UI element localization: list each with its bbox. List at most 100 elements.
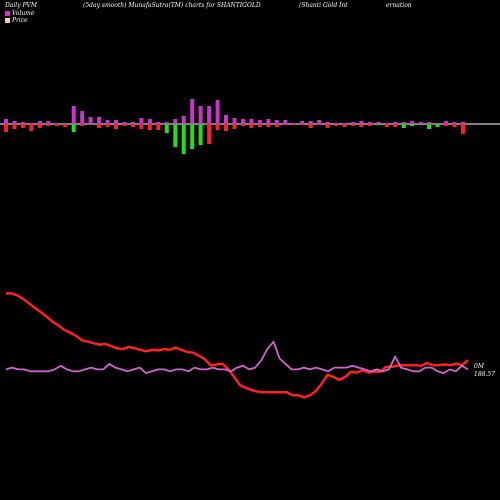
volume-bar-up [401,122,406,124]
volume-bar-up [232,118,237,124]
volume-bar-up [139,118,144,124]
volume-bar-up [300,121,305,124]
volume-bar-up [376,122,381,124]
volume-bar-down [351,124,355,126]
legend-label-price: Price [12,17,28,24]
volume-bar-down [266,124,271,127]
volume-bar-down [376,124,381,125]
volume-bar-up [241,119,245,124]
price-last-label: 188.57 [474,371,495,378]
volume-bar-down [71,124,76,132]
volume-bar-down [393,124,398,127]
volume-bar-down [418,124,423,125]
volume-bar-up [266,119,271,124]
volume-bar-up [37,121,42,124]
volume-bar-down [401,124,406,128]
volume-bar-down [147,124,152,130]
volume-bar-down [105,124,110,127]
volume-bar-down [215,124,220,130]
volume-bar-up [334,123,339,124]
volume-bar-up [105,120,110,124]
volume-bar-down [367,124,372,126]
volume-bar-up [207,106,212,124]
volume-bar-up [274,120,279,124]
volume-bar-up [367,122,372,124]
volume-bar-down [461,124,465,134]
volume-bar-down [63,124,68,127]
volume-bar-down [359,124,364,127]
volume-bar-up [215,100,220,124]
volume-bar-up [4,119,8,124]
chart-header-middle: (5day smooth) MunafaSutra(TM) charts for… [83,2,261,9]
volume-bar-up [198,106,203,124]
volume-bar-down [122,124,127,126]
volume-bar-up [325,122,330,124]
volume-bar-up [384,123,389,124]
volume-bar-down [452,124,457,127]
volume-bar-up [20,122,25,124]
volume-bar-down [274,124,279,127]
chart-header-left: Daily PVM [5,2,38,9]
volume-bar-up [71,106,76,124]
volume-bar-up [249,119,254,124]
volume-line [5,340,469,375]
volume-bar-up [308,121,313,124]
volume-bar-up [444,121,449,124]
volume-bar-up [130,122,135,124]
volume-bar-up [29,123,34,124]
volume-bar-up [80,111,85,124]
volume-bar-down [20,124,25,128]
volume-bar-down [384,124,389,127]
volume-bar-down [300,124,305,125]
volume-bar-up [393,122,398,124]
volume-bar-down [29,124,34,131]
volume-bar-up [190,99,195,124]
volume-bar-up [342,123,347,124]
volume-bar-down [80,124,85,126]
volume-bar-down [444,124,449,126]
volume-bar-down [410,124,415,126]
volume-bar-down [130,124,135,127]
volume-bar-up [46,121,51,124]
volume-bar-down [181,124,186,154]
volume-bar-up [283,120,288,124]
legend-item-volume: Volume [5,10,34,17]
volume-bar-down [207,124,212,144]
chart-header-right2: ernation [386,2,412,9]
volume-bar-up [418,122,423,124]
volume-bar-down [4,124,8,132]
volume-bar-up [410,121,415,124]
price-line [6,292,469,399]
volume-bar-up [156,122,161,124]
volume-bar-up [173,119,178,124]
volume-bar-up [257,120,262,124]
chart-header-right: (Shanti Gold Int [299,2,348,9]
volume-bar-down [241,124,245,126]
volume-bar-up [452,122,457,124]
volume-bar-up [359,121,364,124]
volume-bar-down [54,124,59,126]
volume-bar-up [224,115,228,124]
volume-bar-up [54,123,59,124]
volume-bar-down [190,124,195,149]
volume-bar-down [12,124,17,129]
volume-bar-up [351,122,355,124]
volume-bar-up [114,120,118,124]
volume-bar-down [334,124,339,126]
volume-bar-up [291,123,296,124]
volume-bar-down [257,124,262,127]
volume-bar-up [435,123,440,124]
legend-swatch-price [5,18,10,23]
volume-bar-down [249,124,254,128]
volume-bar-up [122,122,127,124]
volume-bar-up [317,120,322,124]
volume-bar-down [173,124,178,147]
volume-bar-up [181,116,186,124]
volume-bar-up [97,117,102,124]
volume-bar-down [46,124,51,126]
volume-bar-down [283,124,288,125]
volume-last-label: 0M [474,363,484,370]
volume-bar-up [147,119,152,124]
volume-bar-down [97,124,102,128]
